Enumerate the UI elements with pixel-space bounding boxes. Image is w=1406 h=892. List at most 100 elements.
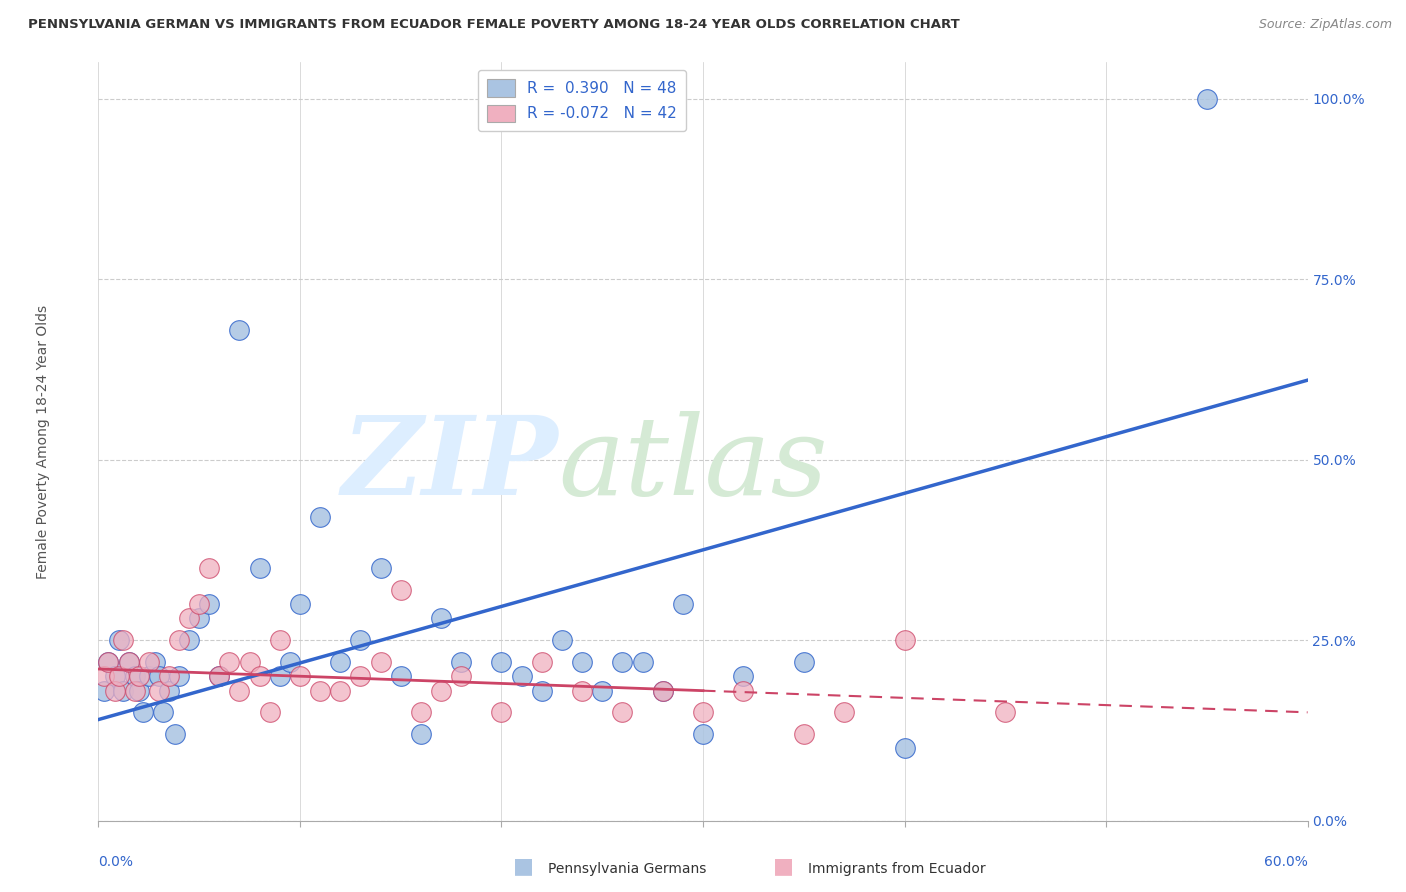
- Point: [218, 655, 240, 669]
- Point: [128, 683, 150, 698]
- Point: [288, 597, 311, 611]
- Point: [692, 706, 714, 720]
- Point: [409, 706, 432, 720]
- Point: [651, 683, 673, 698]
- Y-axis label: Female Poverty Among 18-24 Year Olds: Female Poverty Among 18-24 Year Olds: [37, 304, 51, 579]
- Point: [631, 655, 654, 669]
- Point: [269, 633, 291, 648]
- Point: [309, 510, 332, 524]
- Point: [152, 706, 174, 720]
- Point: [93, 669, 115, 683]
- Text: Immigrants from Ecuador: Immigrants from Ecuador: [808, 862, 986, 876]
- Point: [93, 683, 115, 698]
- Point: [571, 655, 593, 669]
- Point: [188, 597, 211, 611]
- Point: [157, 683, 180, 698]
- Point: [430, 611, 453, 625]
- Point: [107, 633, 129, 648]
- Point: [179, 611, 201, 625]
- Point: [138, 655, 160, 669]
- Text: Pennsylvania Germans: Pennsylvania Germans: [548, 862, 707, 876]
- Point: [409, 727, 432, 741]
- Point: [208, 669, 231, 683]
- Point: [389, 669, 412, 683]
- Point: [278, 655, 301, 669]
- Point: [832, 706, 855, 720]
- Point: [118, 655, 141, 669]
- Point: [309, 683, 332, 698]
- Point: [163, 727, 186, 741]
- Point: [530, 655, 553, 669]
- Point: [893, 741, 915, 756]
- Text: ■: ■: [773, 856, 794, 876]
- Text: 0.0%: 0.0%: [98, 855, 134, 869]
- Point: [97, 655, 120, 669]
- Point: [167, 669, 190, 683]
- Point: [994, 706, 1017, 720]
- Point: [118, 655, 141, 669]
- Point: [329, 655, 352, 669]
- Point: [124, 683, 146, 698]
- Point: [288, 669, 311, 683]
- Text: 60.0%: 60.0%: [1264, 855, 1308, 869]
- Point: [198, 561, 221, 575]
- Text: Source: ZipAtlas.com: Source: ZipAtlas.com: [1258, 18, 1392, 31]
- Point: [249, 561, 271, 575]
- Point: [228, 323, 250, 337]
- Point: [370, 561, 392, 575]
- Point: [612, 655, 634, 669]
- Point: [179, 633, 201, 648]
- Point: [103, 669, 125, 683]
- Text: PENNSYLVANIA GERMAN VS IMMIGRANTS FROM ECUADOR FEMALE POVERTY AMONG 18-24 YEAR O: PENNSYLVANIA GERMAN VS IMMIGRANTS FROM E…: [28, 18, 960, 31]
- Point: [249, 669, 271, 683]
- Point: [97, 655, 120, 669]
- Point: [530, 683, 553, 698]
- Point: [259, 706, 281, 720]
- Point: [1195, 91, 1218, 105]
- Point: [651, 683, 673, 698]
- Point: [389, 582, 412, 597]
- Point: [107, 669, 129, 683]
- Point: [239, 655, 262, 669]
- Point: [612, 706, 634, 720]
- Point: [450, 669, 472, 683]
- Point: [103, 683, 125, 698]
- Text: atlas: atlas: [558, 410, 828, 518]
- Point: [132, 706, 155, 720]
- Point: [138, 669, 160, 683]
- Point: [228, 683, 250, 698]
- Point: [491, 655, 513, 669]
- Point: [128, 669, 150, 683]
- Point: [692, 727, 714, 741]
- Point: [430, 683, 453, 698]
- Point: [733, 669, 755, 683]
- Point: [111, 633, 134, 648]
- Point: [349, 669, 371, 683]
- Point: [167, 633, 190, 648]
- Point: [198, 597, 221, 611]
- Point: [551, 633, 574, 648]
- Point: [329, 683, 352, 698]
- Text: ZIP: ZIP: [342, 410, 558, 518]
- Point: [491, 706, 513, 720]
- Point: [733, 683, 755, 698]
- Point: [208, 669, 231, 683]
- Point: [148, 683, 170, 698]
- Point: [157, 669, 180, 683]
- Point: [349, 633, 371, 648]
- Point: [111, 683, 134, 698]
- Point: [510, 669, 533, 683]
- Point: [793, 655, 815, 669]
- Point: [591, 683, 613, 698]
- Point: [672, 597, 695, 611]
- Point: [450, 655, 472, 669]
- Point: [793, 727, 815, 741]
- Point: [188, 611, 211, 625]
- Point: [370, 655, 392, 669]
- Point: [269, 669, 291, 683]
- Text: ■: ■: [513, 856, 534, 876]
- Legend: R =  0.390   N = 48, R = -0.072   N = 42: R = 0.390 N = 48, R = -0.072 N = 42: [478, 70, 686, 131]
- Point: [148, 669, 170, 683]
- Point: [571, 683, 593, 698]
- Point: [124, 669, 146, 683]
